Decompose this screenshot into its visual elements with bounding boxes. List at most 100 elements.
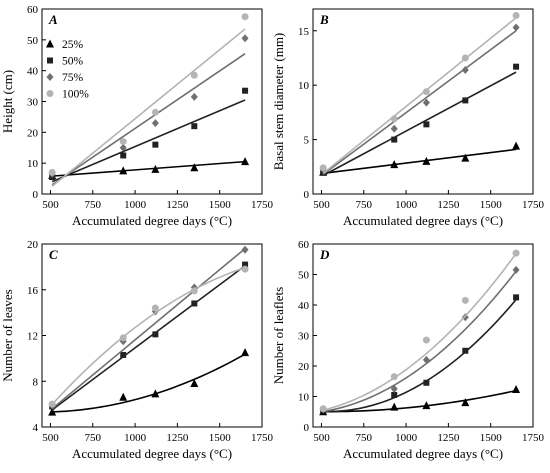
data-point xyxy=(151,304,159,312)
y-tick-label: 30 xyxy=(298,331,310,343)
fit-line xyxy=(322,17,517,174)
x-axis-label: Accumulated degree days (°C) xyxy=(343,446,503,461)
data-point xyxy=(190,379,199,388)
x-tick-label: 1250 xyxy=(166,199,189,211)
data-point xyxy=(390,160,399,169)
x-tick-label: 1500 xyxy=(209,432,232,444)
y-tick-label: 50 xyxy=(298,270,310,282)
data-point xyxy=(241,34,249,43)
fit-curve xyxy=(51,266,246,405)
legend-label: 100% xyxy=(62,89,89,101)
fit-line xyxy=(51,265,246,411)
x-tick-label: 1500 xyxy=(480,432,503,444)
data-point xyxy=(151,164,160,173)
fit-line xyxy=(51,53,246,186)
y-tick-label: 30 xyxy=(27,97,39,109)
legend-label: 25% xyxy=(62,39,84,51)
fit-line xyxy=(323,148,517,175)
x-tick-label: 1250 xyxy=(166,432,189,444)
data-point xyxy=(48,407,57,416)
y-tick-label: 40 xyxy=(298,300,310,312)
data-point xyxy=(461,54,469,62)
data-point xyxy=(119,392,128,401)
data-point xyxy=(241,13,249,21)
data-point xyxy=(462,347,469,354)
data-point xyxy=(422,88,430,96)
x-tick-label: 1250 xyxy=(437,199,460,211)
data-point xyxy=(391,136,398,143)
fit-line xyxy=(322,71,517,177)
data-point xyxy=(391,391,398,398)
y-tick-label: 8 xyxy=(33,376,39,388)
data-point xyxy=(422,355,430,364)
data-point xyxy=(319,405,327,413)
data-point xyxy=(512,23,520,32)
data-point xyxy=(461,296,469,304)
data-point xyxy=(191,300,198,307)
x-tick-label: 750 xyxy=(356,432,373,444)
x-axis-label: Accumulated degree days (°C) xyxy=(343,213,503,228)
series-25pct xyxy=(48,157,250,179)
data-point xyxy=(422,98,430,107)
y-axis-label: Number of leaves xyxy=(0,289,15,381)
data-point xyxy=(241,348,250,357)
fit-line xyxy=(52,160,246,177)
fit-curve xyxy=(52,353,246,413)
data-point xyxy=(512,141,521,150)
data-point xyxy=(119,334,127,342)
panel-letter: B xyxy=(319,12,329,27)
plot-frame xyxy=(312,8,534,195)
legend-marker xyxy=(46,39,54,48)
x-tick-label: 750 xyxy=(356,199,373,211)
fit-curve xyxy=(323,389,517,413)
data-point xyxy=(512,265,520,274)
data-point xyxy=(190,163,199,172)
data-point xyxy=(461,398,470,407)
x-tick-label: 1750 xyxy=(251,432,274,444)
x-tick-label: 1750 xyxy=(251,199,274,211)
data-point xyxy=(151,108,159,116)
y-axis-label: Number of leaflets xyxy=(271,287,286,384)
x-tick-label: 1500 xyxy=(480,199,503,211)
y-tick-label: 15 xyxy=(298,26,310,38)
x-tick-label: 750 xyxy=(85,199,102,211)
data-point xyxy=(152,331,159,338)
fit-curve xyxy=(323,299,517,413)
fit-line xyxy=(51,247,246,410)
data-point xyxy=(422,401,431,410)
chart-panel-b: 500 750 1000 1250 1500 1750 0 5 10 15 Accumulated … xyxy=(271,8,545,228)
data-point xyxy=(241,245,249,254)
x-tick-label: 1000 xyxy=(395,199,418,211)
x-tick-label: 1250 xyxy=(437,432,460,444)
data-point xyxy=(190,92,198,101)
data-point xyxy=(390,115,398,123)
panel-letter: A xyxy=(48,12,58,27)
data-point xyxy=(461,65,469,74)
legend: 25% 50% 75% 100% xyxy=(46,39,89,101)
data-point xyxy=(422,156,431,165)
plot-frame xyxy=(312,243,534,428)
data-point xyxy=(390,373,398,381)
data-point xyxy=(423,121,430,128)
x-tick-label: 1000 xyxy=(124,199,147,211)
x-tick-label: 500 xyxy=(42,432,59,444)
y-tick-label: 5 xyxy=(304,135,310,147)
data-point xyxy=(152,141,159,148)
series-50pct xyxy=(49,87,249,183)
y-tick-label: 60 xyxy=(27,4,39,16)
data-point xyxy=(512,12,520,20)
y-tick-label: 40 xyxy=(27,66,39,78)
x-tick-label: 1750 xyxy=(522,432,545,444)
chart-panel-c: 500 750 1000 1250 1500 1750 4 8 12 16 20 Accumulate… xyxy=(0,239,274,461)
legend-marker xyxy=(47,57,53,64)
data-point xyxy=(390,124,398,133)
fit-curve xyxy=(323,270,517,413)
data-point xyxy=(513,63,520,70)
series-75pct xyxy=(48,245,249,410)
y-tick-label: 50 xyxy=(27,35,39,47)
data-point xyxy=(48,168,56,176)
fit-line xyxy=(51,99,246,183)
legend-marker xyxy=(46,73,54,81)
series-50pct xyxy=(320,63,520,177)
